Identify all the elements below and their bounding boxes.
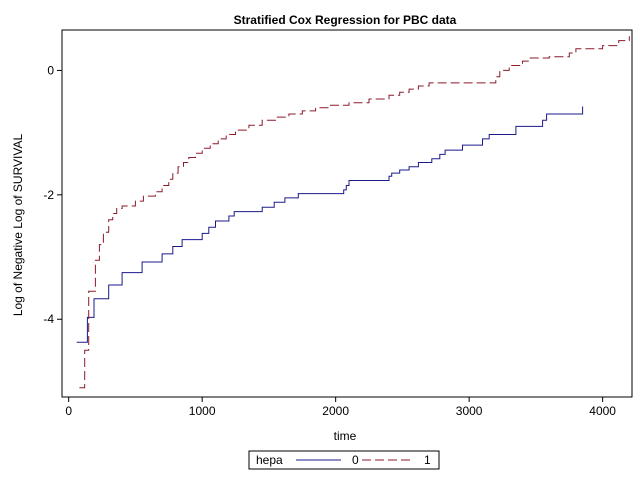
x-tick-label-2000: 2000 (322, 404, 349, 418)
x-tick-label-0: 0 (65, 404, 72, 418)
x-tick-label-1000: 1000 (189, 404, 216, 418)
y-tick-label--2: -2 (43, 188, 54, 202)
x-tick-label-4000: 4000 (589, 404, 616, 418)
series-line-0 (76, 106, 584, 343)
x-axis-title: time (334, 429, 357, 443)
chart-title: Stratified Cox Regression for PBC data (234, 13, 457, 27)
legend-label-1: 1 (424, 453, 431, 467)
legend-box (248, 450, 440, 470)
series-layer (76, 36, 630, 389)
y-axis-title: Log of Negative Log of SURVIVAL (11, 134, 25, 317)
legend-label-0: 0 (352, 453, 359, 467)
x-tick-label-3000: 3000 (456, 404, 483, 418)
y-axis: -4 -2 0 (43, 63, 62, 326)
y-tick-label-0: 0 (47, 63, 54, 77)
plot-frame (61, 29, 633, 398)
legend: hepa 0 1 (248, 450, 440, 470)
legend-title: hepa (256, 453, 283, 467)
x-axis: 0 1000 2000 3000 4000 (65, 397, 616, 418)
y-tick-label--4: -4 (43, 312, 54, 326)
